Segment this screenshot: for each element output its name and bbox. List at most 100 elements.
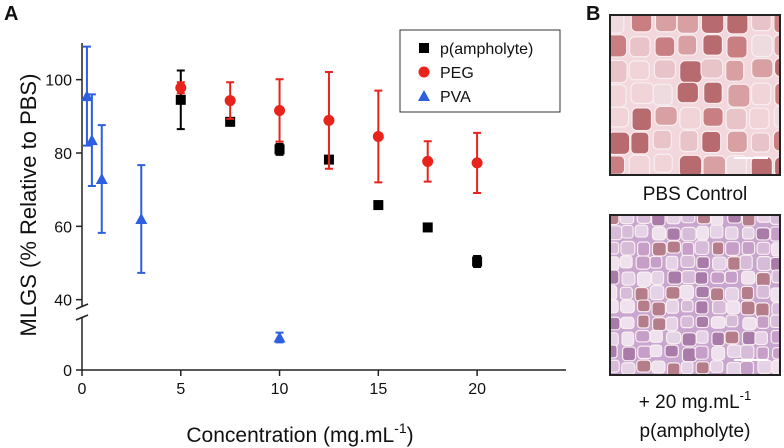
cell [749,107,770,130]
cell [703,81,723,105]
cell [620,240,636,256]
cell [611,16,625,34]
micrograph-cells [611,16,779,174]
cell [611,131,631,156]
cell [611,285,618,301]
cell [769,256,779,272]
cell [741,240,756,256]
cell [725,314,739,328]
cell [636,216,652,225]
cell [653,153,673,173]
cell [774,82,779,106]
caption-sup: -1 [740,388,752,403]
cell [727,83,751,108]
cell [681,241,695,257]
cell [634,286,649,302]
cell [636,359,652,373]
cell [630,16,653,33]
cell [611,216,620,226]
cell [666,240,682,254]
axis-break [75,303,89,310]
cell [651,317,667,332]
x-tick-label: 10 [271,381,289,398]
cell [740,285,755,301]
cell [637,314,650,329]
cell [702,34,724,56]
y-tick-label: 0 [63,363,72,380]
cell [771,269,779,284]
cell [726,344,742,358]
cell [700,58,724,79]
cell [724,270,739,284]
cell [696,256,710,270]
y-tick-label: 40 [54,293,72,310]
caption: p(ampholyte) [640,421,751,442]
legend: p(ampholyte) PEG PVA [418,41,533,106]
cell [695,330,709,344]
cell [756,346,769,361]
panel-label: A [4,3,18,25]
cell [611,299,619,314]
cell [694,345,709,360]
cell [695,315,710,329]
marker [175,82,187,94]
cell [726,130,748,154]
marker [372,131,384,142]
marker [422,222,433,233]
cell [741,216,756,227]
cell [773,156,779,174]
caption-text: + 20 mg.mL [639,392,740,413]
x-label-text: Concentration (mg.mL [186,424,394,447]
cell [701,130,722,154]
cell [665,299,680,314]
cell [666,216,681,225]
cell [725,59,745,82]
cell [611,59,628,84]
cell [725,155,748,174]
cell [750,16,772,32]
marker [373,200,384,211]
marker [135,213,148,224]
caption: + 20 mg.mL-1 [639,388,751,413]
legend-label: p(ampholyte) [440,41,533,58]
cell [654,36,676,58]
cell [679,284,695,300]
cell [681,269,697,285]
cell [665,331,682,345]
cell [630,82,655,105]
cell [771,347,779,360]
cell [741,227,755,240]
cell [621,346,637,362]
cell [679,106,702,130]
marker [273,331,286,343]
cell [771,359,779,374]
cell [742,317,757,331]
cell [631,107,653,132]
cell [667,270,683,285]
cell [740,300,756,316]
cell [757,376,769,388]
marker [422,155,434,167]
cell [726,300,741,315]
cell [770,287,779,303]
cell [666,362,681,374]
cell [709,287,725,302]
cell [726,378,737,390]
legend-label: PVA [440,89,471,106]
cell [651,301,667,317]
cell [630,131,650,155]
cell [651,360,666,374]
cell [696,216,712,225]
cell [756,256,772,272]
cell [611,155,626,174]
x-label-end: ) [407,424,414,447]
cell [683,376,695,388]
y-tick-label: 100 [45,73,72,90]
cell [725,241,741,256]
cell [756,315,770,329]
cell [668,377,681,389]
cell [755,302,770,318]
cell [621,331,635,347]
cell [724,287,740,302]
cell [654,16,678,33]
